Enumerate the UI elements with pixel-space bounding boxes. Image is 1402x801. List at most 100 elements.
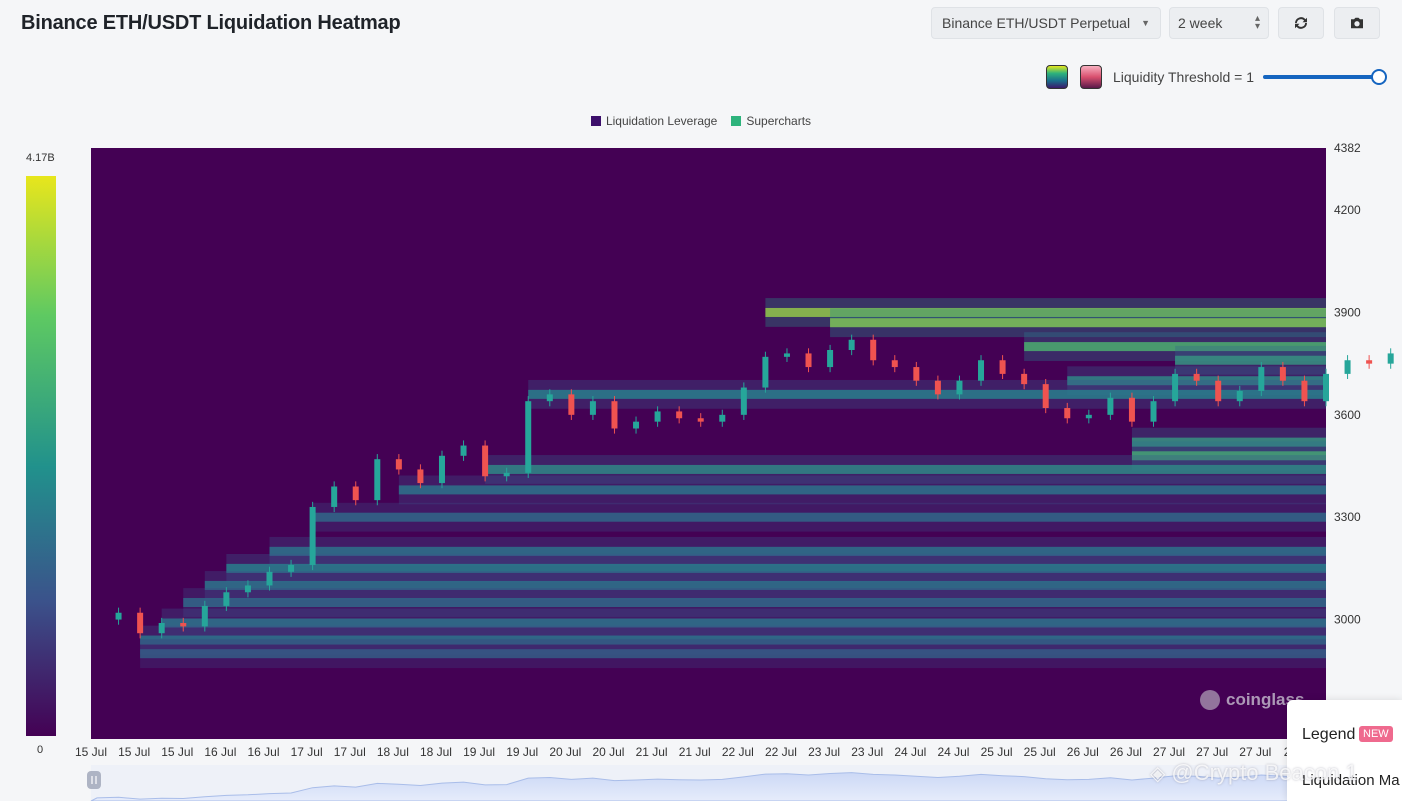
candle	[180, 622, 187, 627]
candle	[1064, 408, 1071, 419]
liquidation-band-glow	[204, 571, 1327, 600]
candle	[1042, 384, 1049, 409]
threshold-label: Liquidity Threshold = 1	[1113, 69, 1254, 85]
x-tick-label: 18 Jul	[377, 745, 409, 759]
candle	[1366, 360, 1373, 364]
liquidation-band	[312, 512, 1327, 522]
candle	[891, 360, 898, 368]
liquidation-band-glow	[485, 455, 1327, 484]
candle	[460, 445, 467, 456]
navigator-handle[interactable]	[87, 771, 101, 789]
liquidation-band-glow	[830, 308, 1326, 338]
liquidation-band	[398, 485, 1327, 495]
candle	[1193, 373, 1200, 381]
refresh-button[interactable]	[1278, 7, 1324, 39]
liquidation-band	[161, 618, 1326, 628]
liquidation-band	[1131, 451, 1326, 461]
y-tick-label: 3300	[1334, 510, 1361, 524]
up-down-arrows-icon: ▴ ▾	[1254, 13, 1260, 32]
candle	[1021, 373, 1028, 385]
x-tick-label: 18 Jul	[420, 745, 452, 759]
candle	[503, 472, 510, 477]
liquidation-band-glow	[161, 608, 1326, 638]
candle	[201, 605, 208, 627]
candle	[1107, 397, 1114, 415]
candle	[676, 411, 683, 419]
colorbar-min-label: 0	[37, 744, 44, 756]
candle	[654, 411, 661, 422]
candle	[438, 455, 445, 484]
liquidation-band	[1131, 437, 1326, 447]
camera-icon	[1351, 17, 1363, 29]
liquidation-band	[830, 318, 1326, 328]
candle	[568, 394, 575, 415]
threshold-slider-track[interactable]	[1263, 75, 1377, 79]
candle	[417, 469, 424, 484]
diamond-logo-icon: ◈	[1150, 762, 1166, 785]
watermark-text: coinglass	[1226, 690, 1305, 709]
legend-panel[interactable]: Legend NEW Liquidation Ma	[1287, 700, 1402, 801]
candle	[783, 353, 790, 357]
legend-item-supercharts[interactable]: Supercharts	[731, 114, 811, 128]
candle	[1323, 373, 1329, 402]
candle	[762, 356, 769, 388]
candle	[934, 380, 941, 395]
pink-palette-swatch[interactable]	[1080, 65, 1102, 89]
liquidation-band	[528, 389, 1326, 399]
liquidation-band	[1175, 355, 1326, 365]
candle	[115, 612, 122, 620]
liquidation-band-glow	[1175, 345, 1326, 375]
liquidation-band-glow	[398, 475, 1327, 505]
x-tick-label: 19 Jul	[506, 745, 538, 759]
credit-watermark: ◈ @Crypto Beacon 1	[1150, 760, 1358, 786]
x-tick-label: 26 Jul	[1110, 745, 1142, 759]
candle	[697, 418, 704, 422]
candle	[719, 414, 726, 422]
liquidation-band-glow	[183, 588, 1327, 617]
candle	[589, 401, 596, 415]
candle	[913, 367, 920, 381]
candle	[546, 394, 553, 402]
page-title: Binance ETH/USDT Liquidation Heatmap	[21, 12, 401, 34]
candle	[1279, 367, 1286, 381]
x-tick-label: 16 Jul	[204, 745, 236, 759]
candle	[374, 459, 381, 501]
x-tick-label: 20 Jul	[592, 745, 624, 759]
legend-swatch	[590, 116, 601, 126]
liquidation-band	[183, 598, 1327, 608]
x-tick-label: 24 Jul	[937, 745, 969, 759]
candle	[1258, 367, 1265, 391]
candle	[1301, 380, 1308, 402]
liquidation-band-glow	[226, 553, 1327, 583]
candle	[525, 401, 532, 473]
range-select[interactable]: 2 week ▴ ▾	[1169, 7, 1269, 39]
candle	[331, 486, 338, 507]
liquidation-band	[204, 580, 1327, 590]
screenshot-button[interactable]	[1334, 7, 1380, 39]
new-badge: NEW	[1359, 726, 1393, 742]
caret-down-icon: ▼	[1141, 18, 1150, 28]
navigator-series	[90, 772, 1402, 801]
x-tick-label: 25 Jul	[981, 745, 1013, 759]
candle	[482, 445, 489, 477]
candle	[288, 564, 295, 572]
candle	[1387, 353, 1394, 364]
candle	[805, 353, 812, 368]
liquidation-band	[485, 464, 1327, 474]
legend-panel-item[interactable]: Liquidation Ma	[1302, 772, 1400, 789]
legend-item-liquidation-leverage[interactable]: Liquidation Leverage	[590, 114, 717, 128]
x-tick-label: 17 Jul	[291, 745, 323, 759]
liquidation-band-glow	[312, 502, 1327, 532]
coinglass-watermark: coinglass	[1200, 690, 1304, 710]
heat-palette-swatch[interactable]	[1046, 65, 1068, 89]
x-tick-label: 17 Jul	[334, 745, 366, 759]
x-tick-label: 27 Jul	[1196, 745, 1228, 759]
pair-select[interactable]: Binance ETH/USDT Perpetual ▼	[931, 7, 1161, 39]
candle	[1128, 397, 1135, 422]
candle	[740, 387, 747, 415]
threshold-slider-handle[interactable]	[1371, 69, 1387, 85]
x-tick-label: 16 Jul	[247, 745, 279, 759]
liquidation-band	[140, 635, 1326, 645]
candle	[978, 360, 985, 381]
